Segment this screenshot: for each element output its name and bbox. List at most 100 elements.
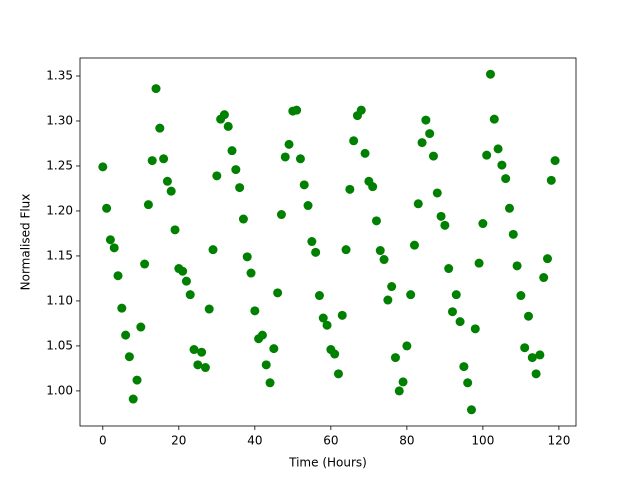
x-tick-label: 120 — [547, 434, 570, 448]
y-tick-label: 1.05 — [46, 338, 73, 352]
scatter-point — [482, 150, 492, 160]
scatter-point — [318, 313, 328, 323]
scatter-point — [257, 330, 267, 340]
scatter-point — [409, 240, 419, 250]
scatter-point — [261, 360, 271, 370]
scatter-point — [121, 330, 131, 340]
scatter-point — [276, 210, 286, 220]
scatter-point — [246, 268, 256, 278]
scatter-point — [200, 363, 210, 373]
scatter-point — [337, 310, 347, 320]
scatter-point — [181, 276, 191, 286]
scatter-point — [531, 369, 541, 379]
scatter-point — [387, 282, 397, 292]
scatter-point — [516, 291, 526, 301]
scatter-point — [371, 216, 381, 226]
scatter-point — [140, 259, 150, 269]
x-tick-label: 60 — [323, 434, 338, 448]
y-tick-label: 1.20 — [46, 203, 73, 217]
scatter-point — [474, 258, 484, 268]
scatter-point — [143, 200, 153, 210]
scatter-point — [197, 347, 207, 357]
scatter-point — [417, 138, 427, 148]
scatter-point — [539, 273, 549, 283]
scatter-point — [231, 165, 241, 175]
scatter-point — [178, 266, 188, 276]
scatter-point — [459, 362, 469, 372]
scatter-point — [303, 201, 313, 211]
scatter-point — [546, 175, 556, 185]
scatter-point — [105, 235, 115, 245]
scatter-point — [128, 394, 138, 404]
scatter-point — [368, 182, 378, 192]
y-tick-label: 1.10 — [46, 293, 73, 307]
y-axis-label: Normalised Flux — [19, 194, 33, 291]
scatter-point — [535, 350, 545, 360]
scatter-point — [406, 290, 416, 300]
scatter-point — [478, 219, 488, 229]
scatter-point — [204, 304, 214, 314]
scatter-point — [523, 311, 533, 321]
scatter-point — [463, 378, 473, 388]
y-tick-label: 1.25 — [46, 158, 73, 172]
scatter-point — [147, 156, 157, 166]
scatter-point — [512, 261, 522, 271]
x-tick-label: 80 — [399, 434, 414, 448]
scatter-point — [504, 203, 514, 213]
scatter-point — [330, 349, 340, 359]
scatter-point — [265, 378, 275, 388]
scatter-point — [250, 306, 260, 316]
scatter-point — [109, 243, 119, 253]
scatter-point — [470, 324, 480, 334]
scatter-point — [413, 199, 423, 209]
scatter-point — [428, 151, 438, 161]
scatter-point — [398, 377, 408, 387]
scatter-point — [132, 375, 142, 385]
scatter-point — [136, 322, 146, 332]
scatter-point — [520, 343, 530, 353]
scatter-point — [493, 144, 503, 154]
scatter-point — [421, 115, 431, 125]
scatter-point — [208, 245, 218, 255]
scatter-point — [402, 341, 412, 351]
scatter-point — [124, 352, 134, 362]
scatter-point — [432, 188, 442, 198]
scatter-point — [151, 84, 161, 94]
scatter-point — [314, 291, 324, 301]
scatter-point — [466, 405, 476, 415]
scatter-point — [333, 369, 343, 379]
scatter-point — [273, 288, 283, 298]
scatter-point — [238, 214, 248, 224]
scatter-point — [166, 186, 176, 196]
scatter-point — [307, 237, 317, 247]
scatter-point — [497, 160, 507, 170]
scatter-point — [527, 353, 537, 363]
scatter-point — [383, 295, 393, 305]
y-tick-label: 1.15 — [46, 248, 73, 262]
scatter-point — [341, 245, 351, 255]
y-tick-label: 1.35 — [46, 68, 73, 82]
scatter-point — [394, 386, 404, 396]
scatter-point — [284, 139, 294, 149]
scatter-point — [98, 162, 108, 172]
scatter-point — [360, 148, 370, 158]
scatter-point — [550, 156, 560, 166]
scatter-point — [451, 290, 461, 300]
scatter-point — [227, 146, 237, 156]
scatter-point — [242, 252, 252, 262]
scatter-point — [235, 183, 245, 193]
scatter-point — [299, 180, 309, 190]
x-tick-label: 100 — [471, 434, 494, 448]
scatter-point — [345, 184, 355, 194]
scatter-point — [193, 360, 203, 370]
scatter-point — [379, 255, 389, 265]
scatter-point — [189, 345, 199, 355]
scatter-point — [444, 264, 454, 274]
scatter-point — [292, 105, 302, 115]
y-tick-label: 1.00 — [46, 383, 73, 397]
scatter-point — [155, 123, 165, 133]
scatter-point — [102, 203, 112, 213]
scatter-point — [489, 114, 499, 124]
